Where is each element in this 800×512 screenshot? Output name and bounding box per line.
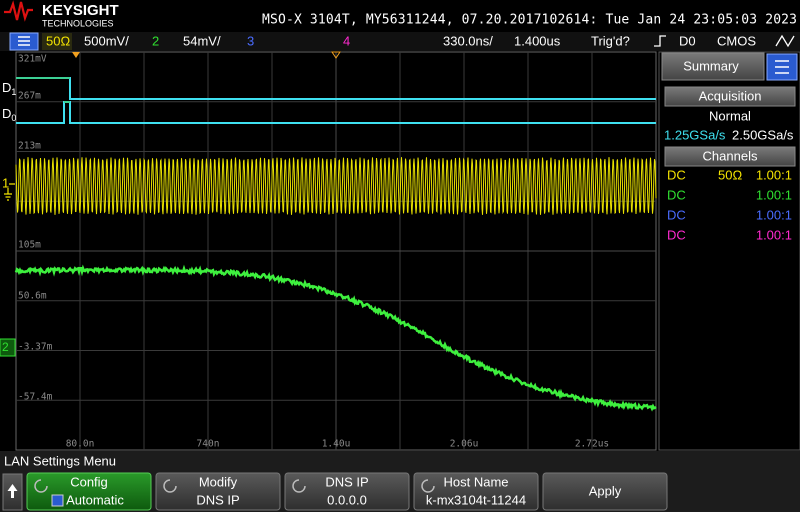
menu-icon	[18, 36, 30, 46]
menu-title: LAN Settings Menu	[4, 453, 116, 468]
channels-header	[664, 146, 796, 167]
softkey-label: DNS IP	[325, 474, 368, 489]
trigger-source: D0	[679, 33, 696, 48]
logic: CMOS	[717, 33, 756, 48]
panel-icon	[775, 60, 789, 74]
ch1-box	[42, 33, 72, 50]
softkeys: Config Automatic Modify DNS IP DNS IP 0.0.0.0…	[26, 472, 668, 511]
side-panel	[658, 51, 800, 451]
delay: 1.400us	[514, 33, 561, 48]
logo-icon	[4, 0, 33, 22]
marker-name: D	[2, 106, 11, 121]
softkey-label: Modify	[199, 474, 238, 489]
x-label: 2.06u	[450, 439, 479, 450]
softkey[interactable]: Modify DNS IP	[155, 472, 281, 511]
ch1-trace	[15, 157, 657, 215]
x-labels: 80.0n 740n 1.40u 2.06u 2.72us	[66, 439, 609, 450]
channel-rows: DC 50Ω 1.00:1 DC 1.00:1 DC 1.00:1 DC 1.00:1	[667, 167, 792, 242]
ch2-scale: 54mV/	[183, 33, 221, 48]
softkey[interactable]: DNS IP 0.0.0.0	[284, 472, 410, 511]
sample-rate: 2.50GSa/s	[732, 127, 794, 142]
softkey-bg[interactable]	[155, 472, 281, 511]
grid	[16, 52, 656, 450]
coupling: DC	[667, 227, 686, 242]
coupling: DC	[667, 167, 686, 182]
y-label: -57.4m	[18, 392, 53, 403]
softkey-label: Host Name	[443, 474, 508, 489]
sample-rate: 1.25GSa/s	[664, 127, 726, 142]
summary-tab[interactable]	[661, 52, 765, 81]
ch2-marker: 2	[2, 340, 9, 354]
analog-traces	[14, 157, 657, 412]
knob-icon	[163, 479, 177, 493]
acquisition-header	[664, 86, 796, 107]
time-scale: 330.0ns/	[443, 33, 493, 48]
brand: KEYSIGHT	[42, 2, 119, 19]
trigger-status: Trig'd?	[591, 33, 630, 48]
softkey[interactable]: Apply	[542, 472, 668, 511]
ch4-label: 4	[343, 33, 350, 48]
d1-marker: D1	[2, 80, 16, 97]
y-label: 267m	[18, 91, 41, 102]
coupling: DC	[667, 207, 686, 222]
d0-marker: D0	[2, 106, 16, 123]
y-label: 321mV	[18, 54, 47, 65]
checkbox	[51, 494, 64, 507]
y-label: -3.37m	[18, 342, 53, 353]
softkey-bg[interactable]	[542, 472, 668, 511]
knob-icon	[34, 479, 48, 493]
softkey-bg[interactable]	[413, 472, 539, 511]
ch1-scale: 500mV/	[84, 33, 129, 48]
marker-name: D	[2, 80, 11, 95]
softkey[interactable]: Config Automatic	[26, 472, 152, 511]
x-label: 2.72us	[575, 439, 609, 450]
probe-ratio: 1.00:1	[756, 167, 792, 182]
trigger-edge-icon	[654, 35, 666, 47]
probe-ratio: 1.00:1	[756, 227, 792, 242]
softkey-label: Apply	[589, 483, 622, 498]
coupling: DC	[667, 187, 686, 202]
marker-index: 1	[11, 87, 16, 97]
ch2-label: 2	[152, 33, 159, 48]
ch2-marker-box	[0, 338, 16, 357]
softkey-bg[interactable]	[284, 472, 410, 511]
ch3-label: 3	[247, 33, 254, 48]
softkey-value: Automatic	[66, 492, 124, 507]
channels-title: Channels	[703, 148, 758, 163]
knob-icon	[421, 479, 435, 493]
probe-ratio: 1.00:1	[756, 207, 792, 222]
delay-marker	[331, 51, 341, 59]
x-label: 1.40u	[322, 439, 351, 450]
y-label: 50.6m	[18, 291, 47, 302]
brand-sub: TECHNOLOGIES	[42, 18, 114, 28]
y-label: 105m	[18, 240, 41, 251]
x-label: 80.0n	[66, 439, 95, 450]
title: MSO-X 3104T, MY56311244, 07.20.201710261…	[262, 13, 797, 28]
summary-tab-label: Summary	[683, 58, 739, 73]
impedance: 50Ω	[718, 167, 742, 182]
softkey[interactable]: Host Name k-mx3104t-11244	[413, 472, 539, 511]
status-bar	[0, 32, 800, 51]
softkey-value: 0.0.0.0	[327, 492, 367, 507]
probe-ratio: 1.00:1	[756, 187, 792, 202]
ch1-marker: 1	[2, 175, 9, 190]
marker-index: 0	[11, 113, 16, 123]
ch2-trace	[14, 264, 657, 412]
acquisition-title: Acquisition	[699, 88, 762, 103]
status-icon	[775, 34, 795, 48]
top-bar	[0, 0, 800, 32]
trigger-position-marker	[72, 52, 80, 58]
y-labels: 321mV 267m 213m 105m 50.6m -3.37m -57.4m	[18, 54, 53, 403]
knob-icon	[292, 479, 306, 493]
y-label: 213m	[18, 141, 41, 152]
ch1-impedance: 50Ω	[46, 33, 70, 48]
ground-icon	[4, 183, 15, 201]
acquisition-mode: Normal	[709, 108, 751, 123]
back-arrow	[7, 484, 18, 498]
softkey-label: Config	[70, 474, 108, 489]
x-label: 740n	[197, 439, 220, 450]
softkey-value: DNS IP	[196, 492, 239, 507]
softkey-value: k-mx3104t-11244	[426, 492, 526, 507]
